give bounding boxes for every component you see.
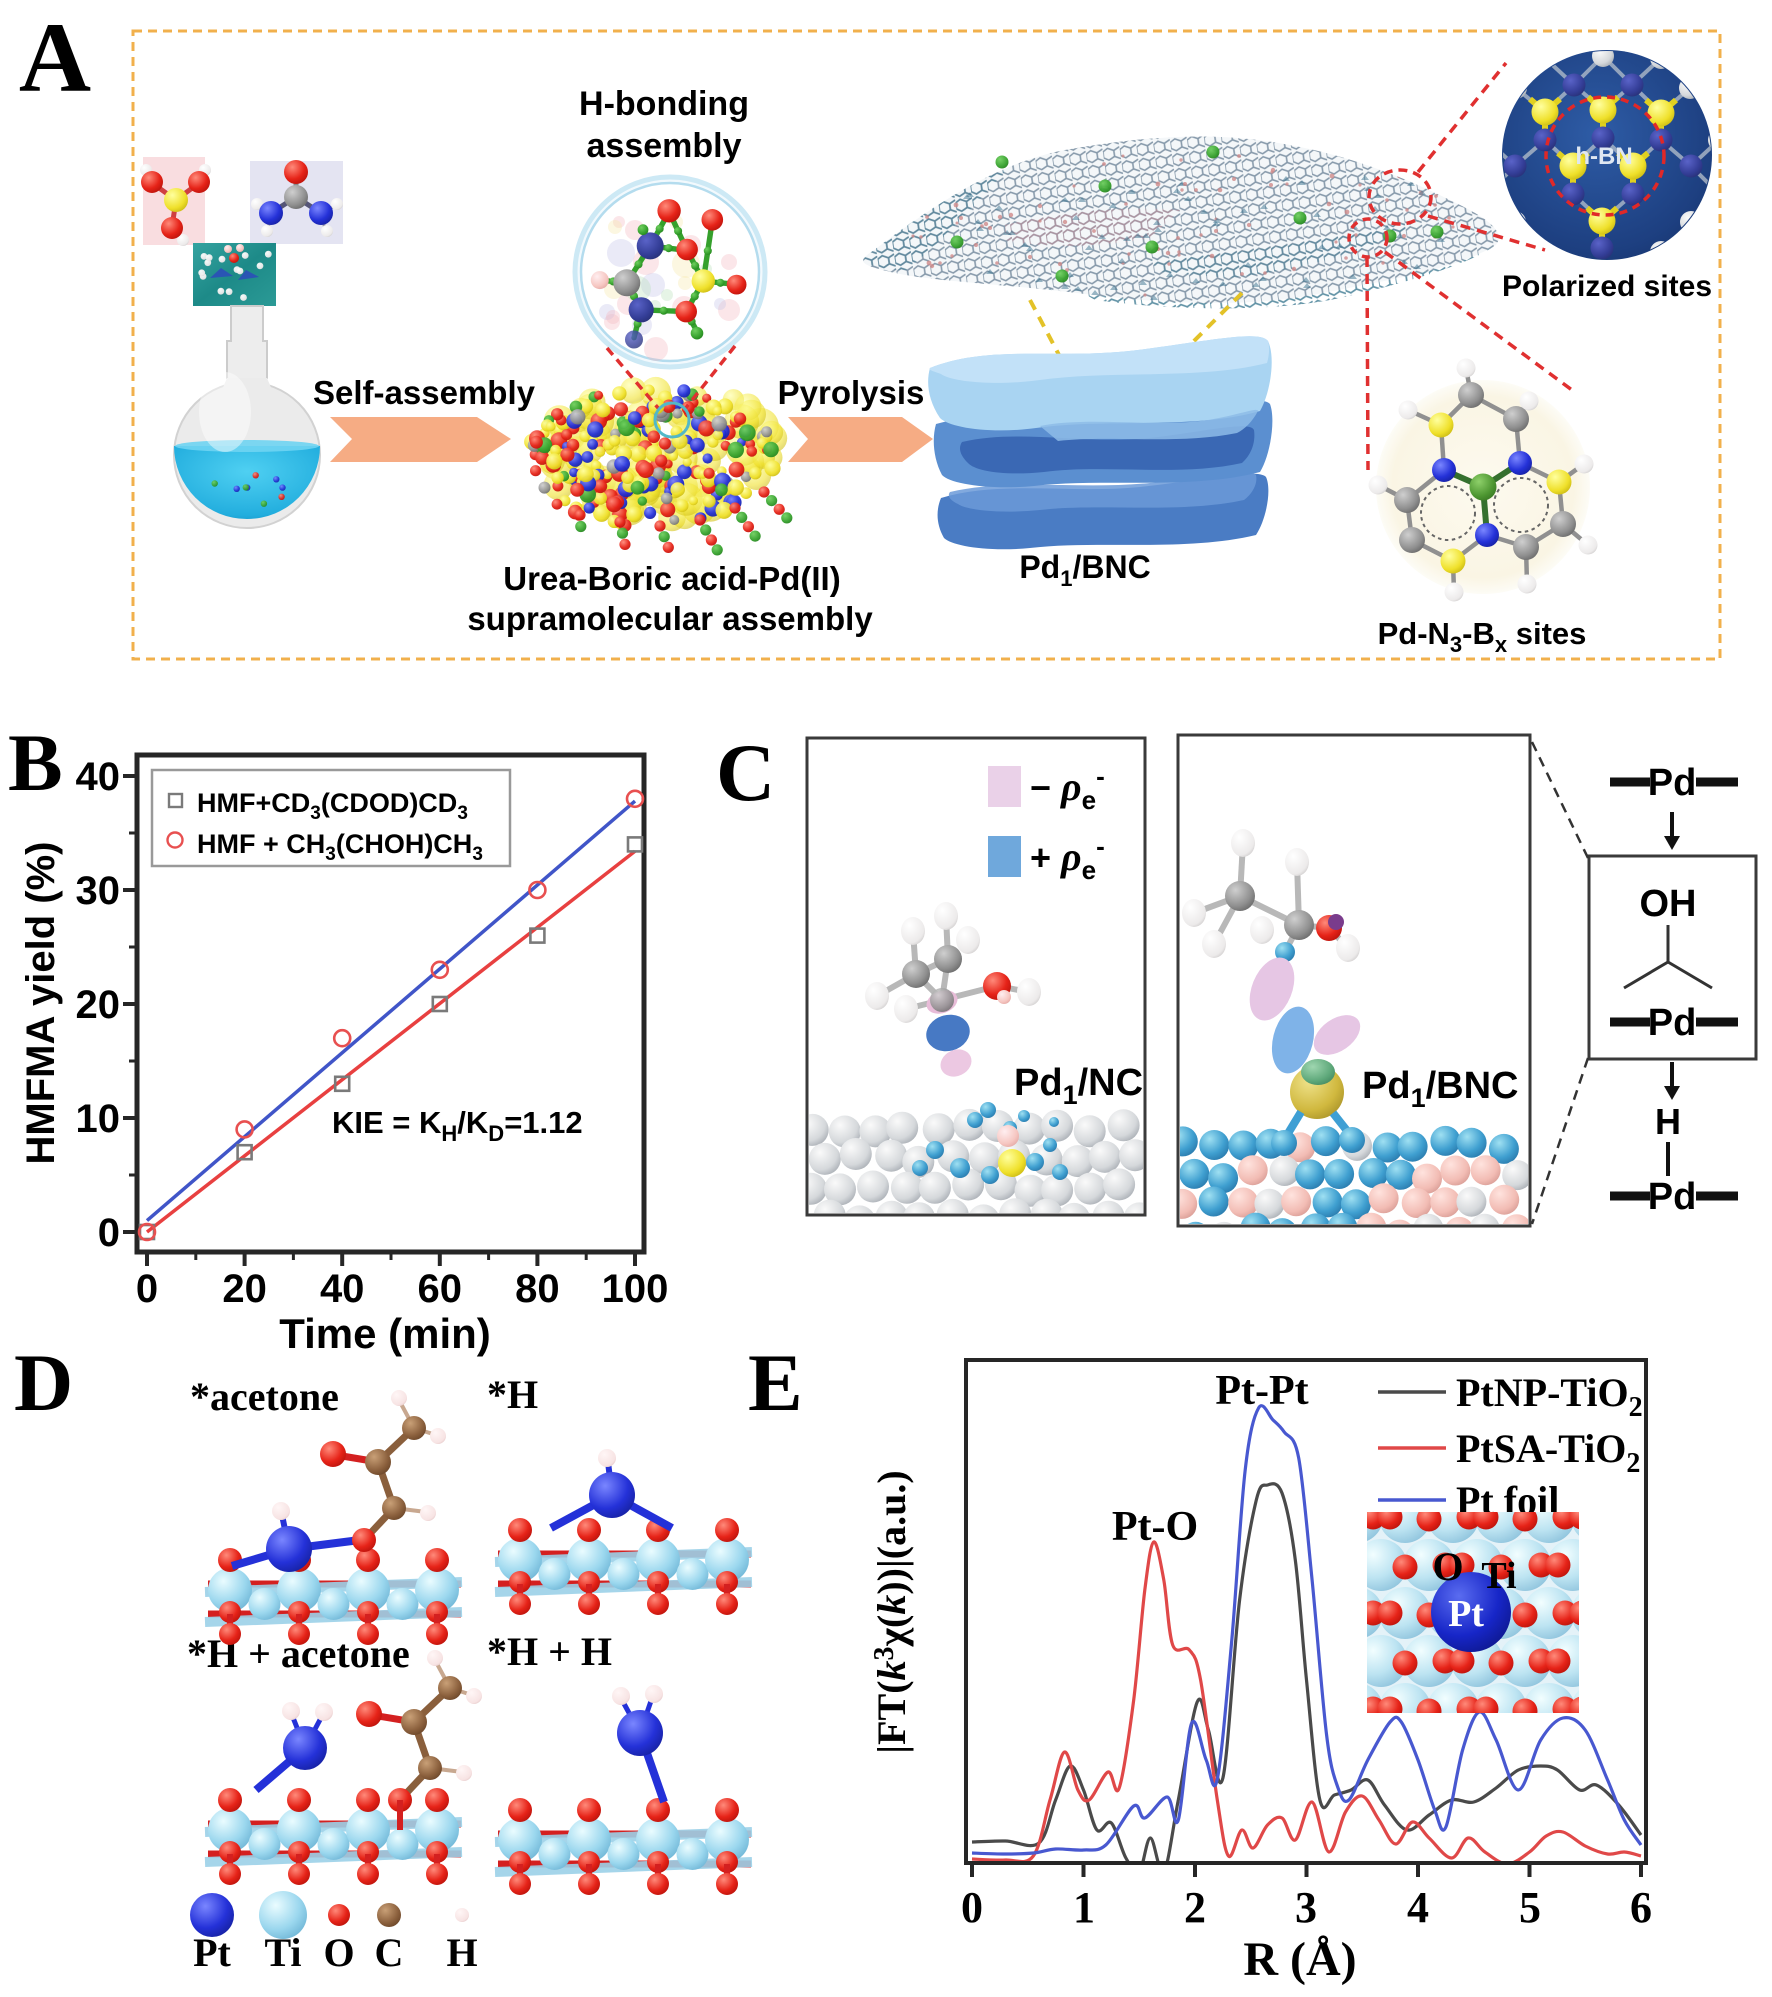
svg-text:10: 10 — [76, 1097, 121, 1141]
svg-text:20: 20 — [222, 1267, 267, 1311]
svg-text:C: C — [375, 1930, 404, 1975]
svg-text:0: 0 — [98, 1211, 120, 1255]
svg-text:H: H — [446, 1930, 477, 1975]
svg-text:Polarized sites: Polarized sites — [1502, 270, 1712, 303]
svg-text:Time (min): Time (min) — [279, 1310, 491, 1357]
svg-text:*H: *H — [487, 1372, 538, 1417]
svg-text:80: 80 — [515, 1267, 560, 1311]
svg-text:E: E — [748, 1337, 803, 1428]
svg-text:B: B — [8, 717, 63, 808]
svg-text:Ti: Ti — [1481, 1555, 1516, 1597]
svg-text:Pd: Pd — [1648, 1002, 1697, 1044]
svg-text:60: 60 — [418, 1267, 463, 1311]
svg-text:H: H — [1655, 1101, 1681, 1142]
svg-text:h-BN: h-BN — [1575, 143, 1632, 170]
svg-text:1: 1 — [1073, 1883, 1095, 1932]
svg-text:A: A — [19, 2, 91, 113]
svg-text:H-bonding: H-bonding — [579, 85, 749, 123]
svg-text:2: 2 — [1184, 1883, 1206, 1932]
svg-text:Pd: Pd — [1648, 1176, 1697, 1218]
svg-text:Pd-N3-Bx sites: Pd-N3-Bx sites — [1378, 616, 1587, 657]
svg-text:|FT(k3χ(k))|(a.u.): |FT(k3χ(k))|(a.u.) — [869, 1470, 914, 1753]
svg-text:0: 0 — [136, 1267, 158, 1311]
svg-text:100: 100 — [602, 1267, 669, 1311]
svg-text:PtNP-TiO2: PtNP-TiO2 — [1456, 1370, 1643, 1423]
svg-text:OH: OH — [1640, 883, 1697, 925]
svg-text:R (Å): R (Å) — [1243, 1933, 1356, 1986]
svg-text:5: 5 — [1519, 1883, 1541, 1932]
svg-text:6: 6 — [1630, 1883, 1652, 1932]
svg-text:HMFMA yield (%): HMFMA yield (%) — [19, 842, 63, 1165]
svg-text:4: 4 — [1407, 1883, 1429, 1932]
svg-text:PtSA-TiO2: PtSA-TiO2 — [1456, 1426, 1640, 1479]
svg-text:Ti: Ti — [264, 1930, 301, 1975]
svg-text:3: 3 — [1295, 1883, 1317, 1932]
svg-text:Pyrolysis: Pyrolysis — [778, 374, 925, 411]
svg-text:Pd1/BNC: Pd1/BNC — [1019, 549, 1150, 591]
svg-text:Pt: Pt — [1448, 1593, 1484, 1635]
svg-text:C: C — [716, 727, 775, 818]
svg-text:0: 0 — [961, 1883, 983, 1932]
svg-text:*acetone: *acetone — [190, 1374, 339, 1419]
svg-text:20: 20 — [76, 983, 121, 1027]
svg-text:Pt: Pt — [193, 1930, 231, 1975]
svg-text:30: 30 — [76, 869, 121, 913]
svg-text:Pd: Pd — [1648, 762, 1697, 804]
svg-text:KIE = KH/KD=1.12: KIE = KH/KD=1.12 — [332, 1105, 583, 1146]
svg-text:40: 40 — [76, 755, 121, 799]
svg-text:40: 40 — [320, 1267, 365, 1311]
svg-text:O: O — [1432, 1544, 1463, 1589]
svg-text:assembly: assembly — [587, 127, 742, 165]
svg-text:O: O — [323, 1930, 354, 1975]
svg-text:Self-assembly: Self-assembly — [313, 374, 536, 411]
svg-text:supramolecular assembly: supramolecular assembly — [467, 600, 873, 637]
svg-text:Urea-Boric acid-Pd(II): Urea-Boric acid-Pd(II) — [503, 560, 840, 597]
svg-text:D: D — [14, 1337, 73, 1428]
svg-text:Pd1/NC: Pd1/NC — [1014, 1062, 1143, 1110]
svg-text:Pd1/BNC: Pd1/BNC — [1362, 1065, 1518, 1113]
svg-text:*H + H: *H + H — [487, 1629, 612, 1674]
